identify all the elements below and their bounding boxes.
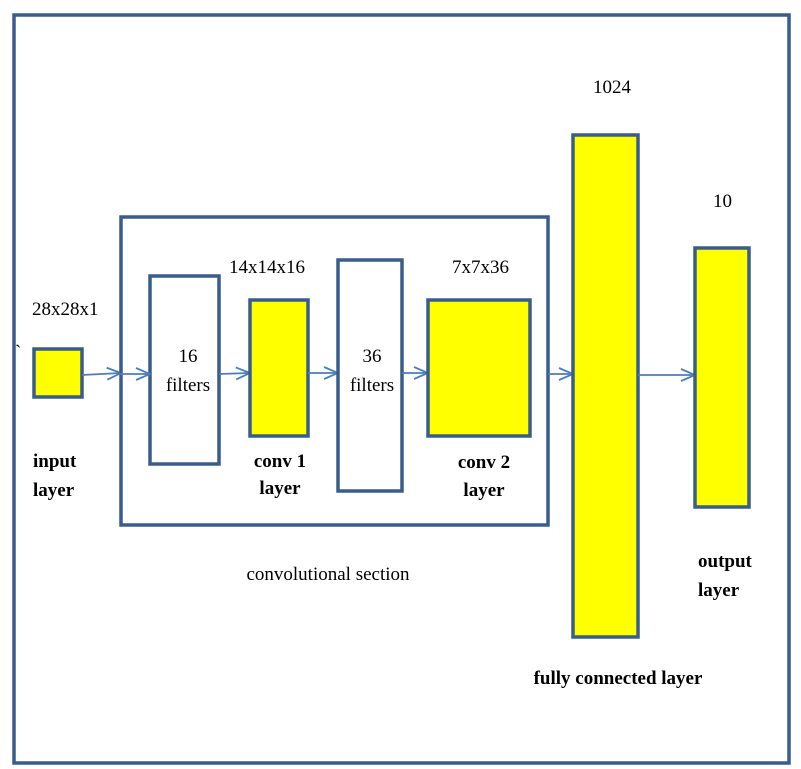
outer-frame bbox=[12, 13, 791, 765]
filters-1-box bbox=[148, 274, 221, 466]
conv1-label-1: conv 1 bbox=[254, 451, 306, 472]
filters-1-count: 16 bbox=[179, 346, 198, 367]
filters-1-word: filters bbox=[166, 375, 210, 396]
output-size-label: 10 bbox=[713, 191, 732, 212]
input-layer-label-1: input bbox=[33, 451, 77, 472]
arrow-filters1-out bbox=[218, 373, 250, 374]
conv-section-label: convolutional section bbox=[246, 564, 410, 585]
output-label-1: output bbox=[698, 551, 753, 572]
stray-mark: ` bbox=[15, 342, 21, 363]
conv1-label-2: layer bbox=[259, 478, 301, 499]
conv1-layer-box bbox=[248, 298, 310, 438]
input-size-label: 28x28x1 bbox=[32, 299, 99, 320]
conv2-label-1: conv 2 bbox=[458, 452, 510, 473]
conv2-label-2: layer bbox=[463, 480, 505, 501]
filters-2-box bbox=[336, 258, 404, 493]
conv-section-box bbox=[119, 215, 550, 527]
conv2-layer-box bbox=[426, 298, 532, 438]
conv1-size-label: 14x14x16 bbox=[229, 257, 305, 278]
filters-2-count: 36 bbox=[363, 346, 382, 367]
filters-2-word: filters bbox=[350, 375, 394, 396]
conv2-size-label: 7x7x36 bbox=[452, 257, 509, 278]
fc-size-label: 1024 bbox=[593, 77, 632, 98]
arrow-input-to-conv bbox=[81, 373, 121, 375]
input-layer-box bbox=[32, 347, 84, 399]
fc-layer-box bbox=[571, 133, 640, 639]
input-layer-label-2: layer bbox=[33, 480, 75, 501]
output-layer-box bbox=[693, 246, 751, 509]
fc-layer-label: fully connected layer bbox=[534, 668, 703, 689]
output-label-2: layer bbox=[698, 580, 740, 601]
